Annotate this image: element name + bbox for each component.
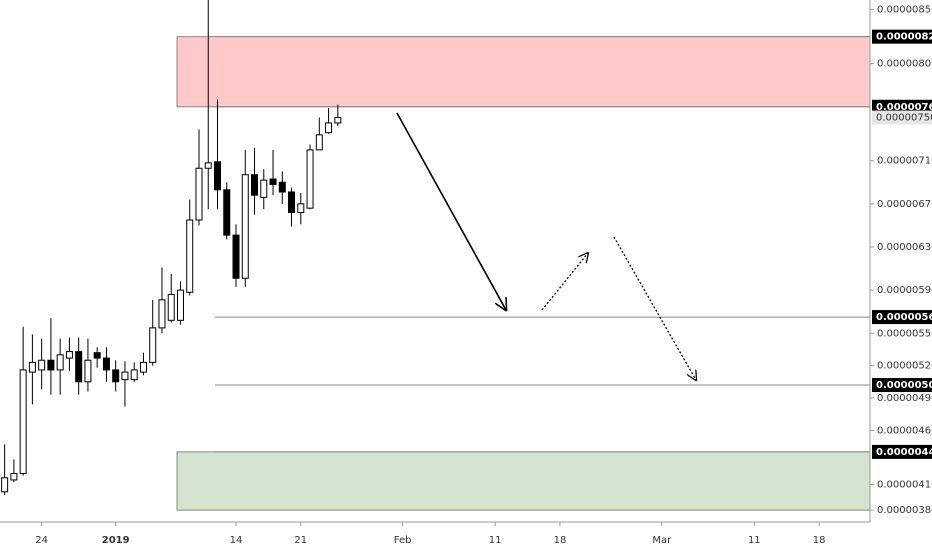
y-tick-label: 0.00000800 (877, 59, 932, 70)
candle-body (214, 161, 221, 191)
x-tick-label: Feb (394, 535, 412, 546)
candle-body (334, 117, 342, 124)
y-tick-label: 0.00000520 (877, 361, 932, 372)
level-label: 0.00000825 (876, 32, 932, 43)
y-tick-label: 0.00000850 (877, 5, 932, 16)
candle-body (315, 134, 323, 151)
last-price-box (872, 110, 932, 125)
candle-body (158, 299, 166, 329)
x-tick-label: 21 (294, 535, 307, 546)
candle-body (56, 354, 64, 371)
y-tick-label: 0.00000710 (877, 156, 932, 167)
zone (176, 451, 871, 511)
candle-body (130, 369, 138, 381)
x-tick-label: 18 (554, 535, 567, 546)
x-tick-label: 24 (35, 535, 48, 546)
candle-body (297, 203, 305, 213)
x-tick-label: Mar (652, 535, 672, 546)
x-tick-label: 11 (489, 535, 502, 546)
level-label-box (872, 378, 932, 393)
y-tick-label: 0.00000490 (877, 393, 932, 404)
candle-body (186, 219, 194, 293)
level-label-box (872, 99, 932, 114)
candle-body (195, 167, 203, 221)
candle-body (28, 361, 36, 373)
candle-body (47, 359, 55, 371)
y-tick-label: 0.00000410 (877, 479, 932, 490)
y-tick-label: 0.00000630 (877, 242, 932, 253)
y-tick-label: 0.00000460 (877, 425, 932, 436)
y-tick-label: 0.00000590 (877, 285, 932, 296)
last-price-label: 0.00000750 (876, 113, 932, 124)
zone (176, 36, 871, 108)
candle-body (232, 234, 240, 279)
arrow (396, 112, 506, 310)
y-tick-label: 0.00000670 (877, 199, 932, 210)
candle-body (223, 189, 231, 236)
y-tick-label: 0.00000386 (877, 505, 932, 516)
level-label-box (872, 310, 932, 325)
x-tick-label: 18 (813, 535, 826, 546)
candle-body (288, 191, 296, 213)
candle-body (38, 359, 46, 371)
candle-body (149, 327, 157, 363)
candle-body (75, 351, 83, 383)
candle-body (19, 369, 27, 474)
candle-body (176, 289, 184, 321)
x-tick-label: 14 (230, 535, 243, 546)
candle-body (269, 178, 277, 185)
candle-body (121, 371, 129, 381)
candle-body (241, 174, 249, 279)
candle-body (139, 361, 147, 373)
candle-body (306, 149, 314, 209)
candle-body (1, 477, 9, 493)
candle-body (10, 472, 18, 481)
candle-body (260, 179, 268, 198)
level-label: 0.00000565 (876, 312, 932, 323)
arrow (541, 253, 588, 311)
x-tick-label: 2019 (102, 535, 130, 546)
arrow (613, 236, 696, 380)
candle-body (93, 352, 101, 359)
x-tick-label: 11 (748, 535, 761, 546)
candle-body (251, 174, 259, 196)
candle-body (204, 162, 212, 169)
candle-body (65, 351, 73, 359)
level-label-box (872, 444, 932, 459)
candle-body (84, 359, 92, 383)
y-tick-label: 0.00000550 (877, 328, 932, 339)
candle-body (278, 181, 286, 193)
level-label: 0.00000502 (876, 380, 932, 391)
candle-body (102, 357, 110, 371)
candle-body (325, 122, 333, 134)
candle-body (112, 369, 120, 383)
candle-body (167, 293, 175, 321)
level-label-box (872, 29, 932, 44)
